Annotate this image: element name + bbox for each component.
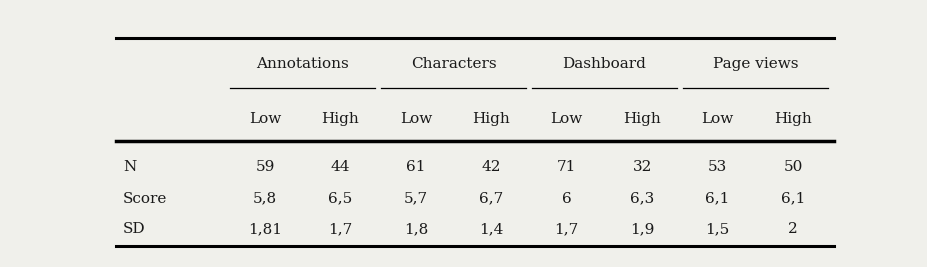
Text: 6,7: 6,7 (479, 191, 503, 206)
Text: 44: 44 (331, 160, 350, 174)
Text: 53: 53 (708, 160, 727, 174)
Text: High: High (774, 112, 812, 126)
Text: 1,7: 1,7 (328, 222, 352, 236)
Text: SD: SD (123, 222, 146, 236)
Text: 50: 50 (783, 160, 803, 174)
Text: 59: 59 (255, 160, 274, 174)
Text: 1,5: 1,5 (705, 222, 730, 236)
Text: 6,1: 6,1 (781, 191, 806, 206)
Text: 1,8: 1,8 (403, 222, 428, 236)
Text: 6: 6 (562, 191, 572, 206)
Text: 6,1: 6,1 (705, 191, 730, 206)
Text: 2: 2 (788, 222, 798, 236)
Text: Low: Low (400, 112, 432, 126)
Text: Low: Low (551, 112, 583, 126)
Text: 1,4: 1,4 (479, 222, 503, 236)
Text: 1,7: 1,7 (554, 222, 578, 236)
Text: Annotations: Annotations (256, 57, 349, 71)
Text: High: High (623, 112, 661, 126)
Text: N: N (123, 160, 136, 174)
Text: 5,8: 5,8 (253, 191, 277, 206)
Text: High: High (322, 112, 360, 126)
Text: 1,81: 1,81 (248, 222, 282, 236)
Text: 6,3: 6,3 (630, 191, 654, 206)
Text: 5,7: 5,7 (404, 191, 428, 206)
Text: High: High (473, 112, 510, 126)
Text: 1,9: 1,9 (630, 222, 654, 236)
Text: Low: Low (702, 112, 733, 126)
Text: Low: Low (248, 112, 281, 126)
Text: 61: 61 (406, 160, 425, 174)
Text: Characters: Characters (411, 57, 496, 71)
Text: 71: 71 (557, 160, 577, 174)
Text: Dashboard: Dashboard (563, 57, 646, 71)
Text: 6,5: 6,5 (328, 191, 352, 206)
Text: Page views: Page views (713, 57, 798, 71)
Text: Score: Score (123, 191, 168, 206)
Text: 42: 42 (481, 160, 501, 174)
Text: 32: 32 (632, 160, 652, 174)
